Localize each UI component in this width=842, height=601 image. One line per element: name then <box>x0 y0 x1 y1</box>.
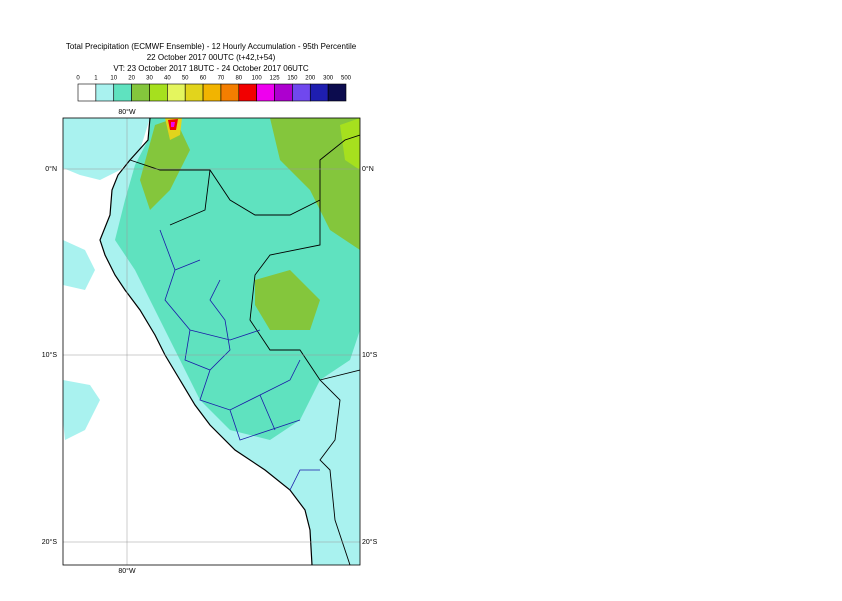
ocean-precip <box>63 240 95 290</box>
parallel-labels: 0°N 0°N 10°S 10°S 20°S 20°S <box>42 165 378 546</box>
legend-swatch <box>184 83 204 102</box>
region-border <box>159 229 320 491</box>
parallel-label: 10°S <box>42 351 58 359</box>
coastline <box>99 118 313 565</box>
legend: 0 1 10 20 30 40 50 60 70 80 100 125 150 200 300 500 <box>76 76 352 102</box>
precip-20 <box>255 270 320 330</box>
valid-time: VT: 23 October 2017 18UTC - 24 October 2… <box>113 64 308 73</box>
parallel-label: 20°S <box>42 538 58 546</box>
legend-swatch <box>256 83 275 102</box>
legend-swatch <box>167 83 186 102</box>
country-border <box>129 134 360 565</box>
precip-10 <box>115 118 360 440</box>
ocean-precip <box>63 380 100 440</box>
parallel-label: 10°S <box>362 351 378 359</box>
legend-swatch <box>202 83 222 102</box>
legend-swatch <box>95 83 115 102</box>
map: 80°W 80°W <box>62 108 361 575</box>
legend-label: 10 <box>110 76 117 82</box>
legend-label: 200 <box>305 76 316 82</box>
legend-swatch <box>327 83 347 102</box>
legend-swatch <box>220 83 240 102</box>
meridian-label: 80°W <box>118 567 136 575</box>
legend-label: 80 <box>235 76 242 82</box>
meridian-label: 80°W <box>118 108 136 116</box>
subtitle: 22 October 2017 00UTC (t+42,t+54) <box>147 53 276 62</box>
legend-label: 60 <box>200 76 207 82</box>
legend-label: 50 <box>182 76 189 82</box>
precip-20 <box>140 118 190 210</box>
legend-label: 40 <box>164 76 171 82</box>
title: Total Precipitation (ECMWF Ensemble) - 1… <box>66 42 357 51</box>
legend-swatch <box>77 83 97 102</box>
legend-swatch <box>238 83 257 102</box>
legend-label: 30 <box>146 76 153 82</box>
legend-label: 500 <box>341 76 352 82</box>
legend-label: 20 <box>128 76 135 82</box>
legend-swatch <box>113 83 132 102</box>
legend-label: 150 <box>287 76 298 82</box>
legend-swatch <box>292 83 311 102</box>
parallel-label: 0°N <box>362 165 374 173</box>
legend-label: 0 <box>76 76 80 82</box>
legend-swatch <box>149 83 168 102</box>
parallel-label: 20°S <box>362 538 378 546</box>
parallel-label: 0°N <box>45 165 57 173</box>
legend-label: 100 <box>252 76 263 82</box>
precip-100 <box>171 122 175 127</box>
precip-30 <box>340 118 360 170</box>
legend-label: 70 <box>218 76 225 82</box>
legend-label: 125 <box>270 76 281 82</box>
legend-swatch <box>309 83 329 102</box>
legend-swatch <box>131 83 150 102</box>
map-frame <box>62 117 361 566</box>
ocean-precip <box>63 118 150 180</box>
legend-label: 1 <box>94 76 98 82</box>
legend-swatch <box>274 83 293 102</box>
precip-20 <box>270 118 360 250</box>
legend-label: 300 <box>323 76 334 82</box>
